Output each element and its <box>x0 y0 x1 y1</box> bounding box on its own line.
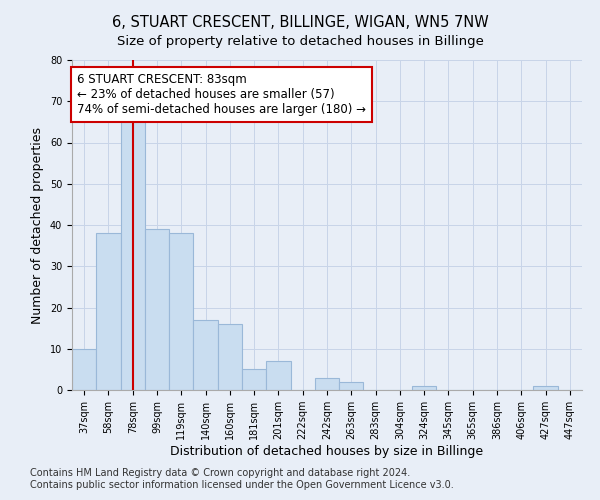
Text: 6 STUART CRESCENT: 83sqm
← 23% of detached houses are smaller (57)
74% of semi-d: 6 STUART CRESCENT: 83sqm ← 23% of detach… <box>77 73 366 116</box>
Bar <box>218 324 242 390</box>
Bar <box>193 320 218 390</box>
Text: 6, STUART CRESCENT, BILLINGE, WIGAN, WN5 7NW: 6, STUART CRESCENT, BILLINGE, WIGAN, WN5… <box>112 15 488 30</box>
Bar <box>145 229 169 390</box>
Bar <box>169 233 193 390</box>
Bar <box>96 233 121 390</box>
Bar <box>72 349 96 390</box>
Y-axis label: Number of detached properties: Number of detached properties <box>31 126 44 324</box>
Bar <box>266 361 290 390</box>
Text: Contains HM Land Registry data © Crown copyright and database right 2024.
Contai: Contains HM Land Registry data © Crown c… <box>30 468 454 490</box>
Bar <box>412 386 436 390</box>
Bar <box>121 114 145 390</box>
Text: Size of property relative to detached houses in Billinge: Size of property relative to detached ho… <box>116 35 484 48</box>
X-axis label: Distribution of detached houses by size in Billinge: Distribution of detached houses by size … <box>170 445 484 458</box>
Bar <box>339 382 364 390</box>
Bar <box>242 370 266 390</box>
Bar <box>533 386 558 390</box>
Bar <box>315 378 339 390</box>
